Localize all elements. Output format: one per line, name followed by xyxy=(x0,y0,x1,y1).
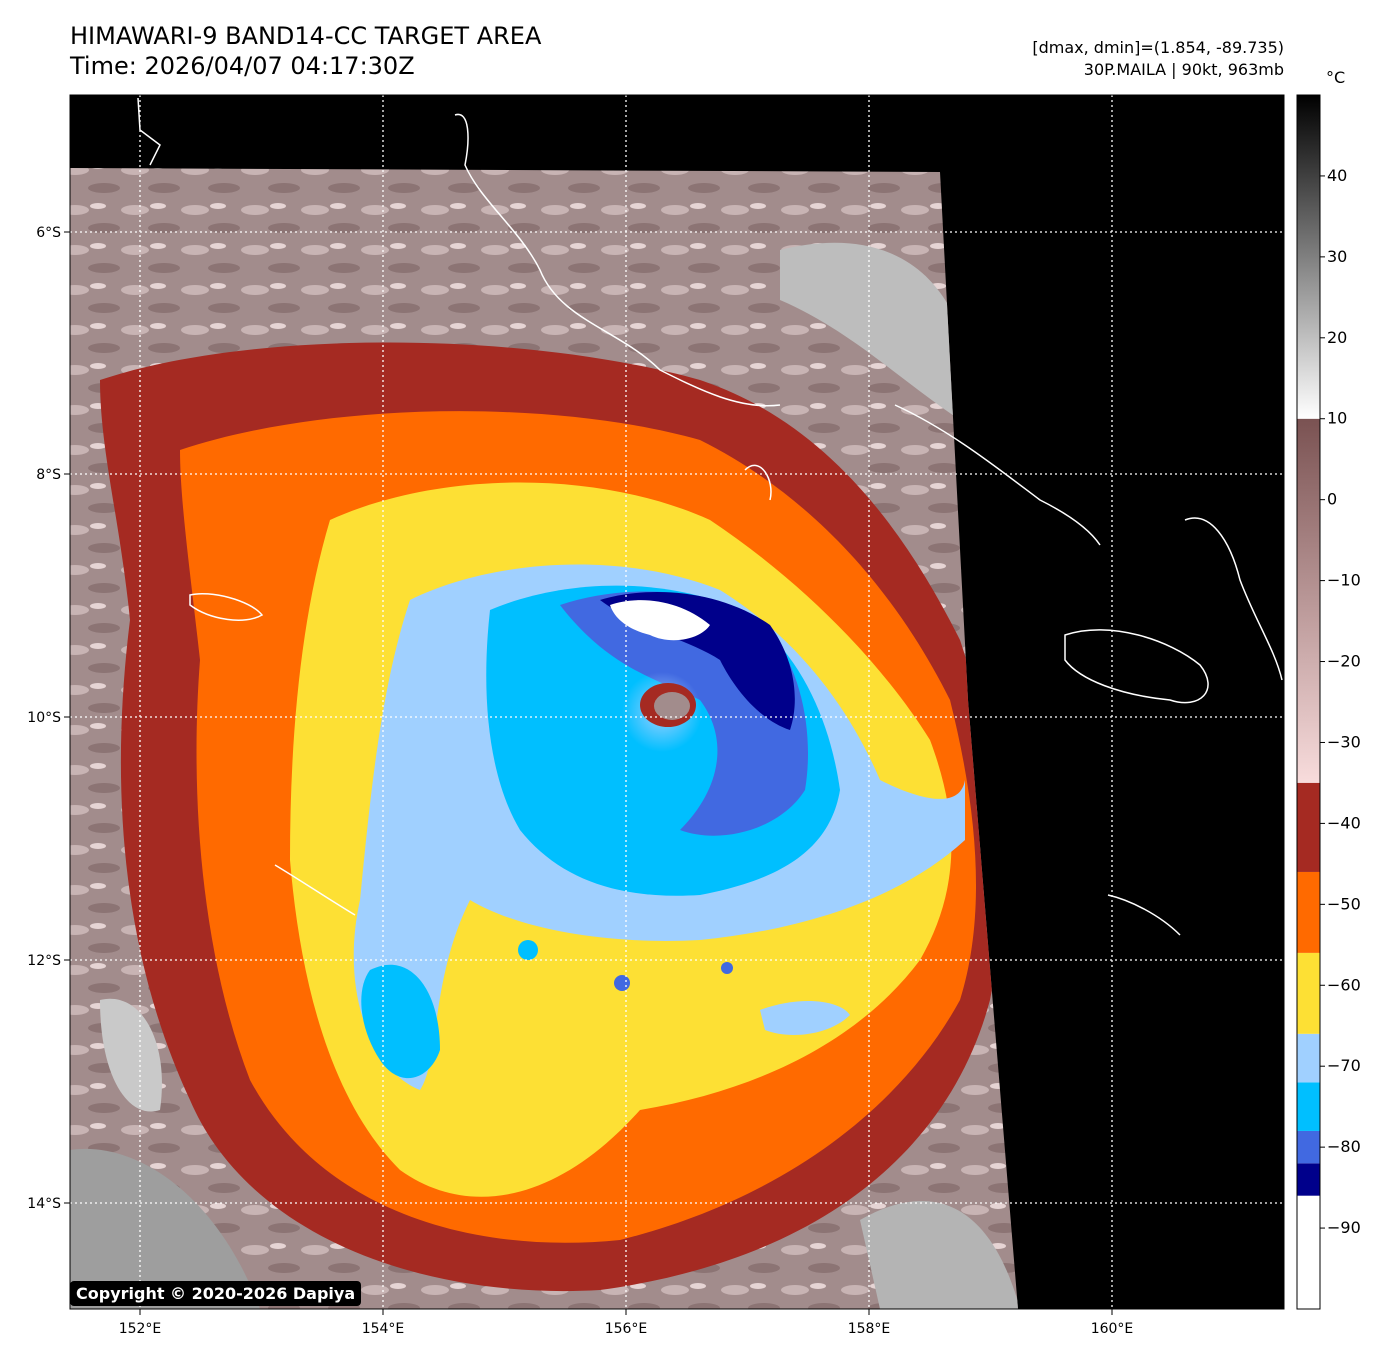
lon-label-160e: 160°E xyxy=(1091,1321,1134,1337)
colorbar-tick-label: −50 xyxy=(1327,894,1361,913)
colorbar-band xyxy=(1297,1130,1320,1164)
colorbar-tick-label: −30 xyxy=(1327,732,1361,751)
lat-label-10s: 10°S xyxy=(27,710,61,726)
colorbar: 40 30 20 10 0 −10 −20 −30 −40 −50 −60 −70 −80 −90 xyxy=(1296,94,1361,1310)
colorbar-tick-label: 30 xyxy=(1327,247,1347,266)
colorbar-tick-label: −10 xyxy=(1327,571,1361,590)
colorbar-band xyxy=(1297,871,1320,953)
copyright-badge: Copyright © 2020-2026 Dapiya xyxy=(70,1281,362,1306)
colorbar-band xyxy=(1297,1082,1320,1131)
colorbar-tick-label: −90 xyxy=(1327,1218,1361,1237)
data-range-readout: [dmax, dmin]=(1.854, -89.735) xyxy=(1032,38,1284,57)
colorbar-band xyxy=(1297,952,1320,1034)
axis-ticks xyxy=(64,231,1113,1315)
colorbar-tick-label: −20 xyxy=(1327,652,1361,671)
lat-label-8s: 8°S xyxy=(36,467,61,483)
lon-label-154e: 154°E xyxy=(362,1321,405,1337)
colorbar-band xyxy=(1297,1163,1320,1196)
map-timestamp: Time: 2026/04/07 04:17:30Z xyxy=(70,52,415,80)
colorbar-gradient-segment xyxy=(1297,95,1320,419)
colorbar-band xyxy=(1297,782,1320,872)
lat-label-14s: 14°S xyxy=(27,1196,61,1212)
map-title: HIMAWARI-9 BAND14-CC TARGET AREA xyxy=(70,22,542,50)
colorbar-unit: °C xyxy=(1326,68,1346,87)
lat-label-6s: 6°S xyxy=(36,225,61,241)
colorbar-tick-label: −60 xyxy=(1327,975,1361,994)
lat-label-12s: 12°S xyxy=(27,953,61,969)
colorbar-tick-label: 40 xyxy=(1327,166,1347,185)
colorbar-gradient-segment xyxy=(1297,418,1320,783)
colorbar-tick-label: −80 xyxy=(1327,1137,1361,1156)
lon-label-158e: 158°E xyxy=(848,1321,891,1337)
storm-cloud-shield xyxy=(100,342,1000,1292)
colorbar-tick-label: 0 xyxy=(1327,490,1337,509)
colorbar-band xyxy=(1297,1195,1320,1309)
colorbar-tick-label: −70 xyxy=(1327,1056,1361,1075)
colorbar-tick-label: 20 xyxy=(1327,328,1347,347)
colorbar-frame xyxy=(1296,94,1321,1310)
lon-label-156e: 156°E xyxy=(605,1321,648,1337)
colorbar-band xyxy=(1297,1033,1320,1083)
graticule xyxy=(70,95,1284,1309)
storm-info: 30P.MAILA | 90kt, 963mb xyxy=(1083,60,1284,79)
colorbar-tick-label: 10 xyxy=(1327,409,1347,428)
lon-label-152e: 152°E xyxy=(119,1321,162,1337)
satellite-swath xyxy=(70,168,1018,1309)
coastlines xyxy=(137,97,1283,936)
colorbar-tick-label: −40 xyxy=(1327,813,1361,832)
